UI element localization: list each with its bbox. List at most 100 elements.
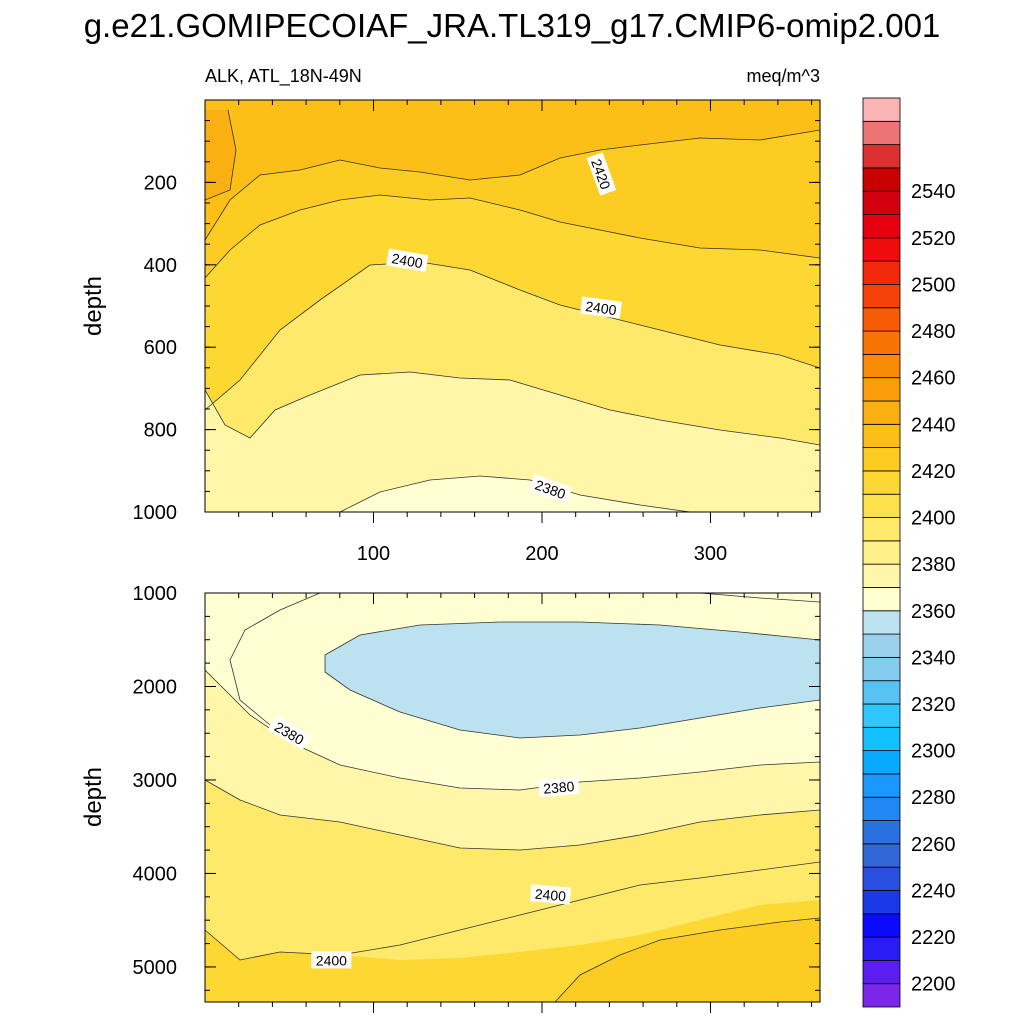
colorbar-swatch bbox=[862, 913, 901, 938]
colorbar-swatch bbox=[862, 890, 901, 915]
colorbar-swatch bbox=[862, 587, 901, 612]
upper-panel: ALK, ATL_18N-49N meq/m^3 242024002400238… bbox=[80, 66, 821, 565]
colorbar-swatch bbox=[862, 773, 901, 798]
lower-contour-2390 bbox=[205, 779, 820, 851]
lower-ylabel: depth bbox=[80, 767, 107, 827]
lower-contour-2360 bbox=[324, 621, 820, 739]
colorbar-swatch bbox=[862, 97, 901, 122]
lower-contour-2370 bbox=[229, 593, 321, 726]
contour-label-text: 2400 bbox=[390, 250, 424, 271]
colorbar-swatch bbox=[862, 284, 901, 309]
colorbar-swatch bbox=[862, 633, 901, 658]
upper-patch-2430-b bbox=[490, 118, 560, 160]
colorbar-swatch bbox=[862, 983, 901, 1008]
colorbar-swatch bbox=[862, 377, 901, 402]
x-tick-label: 200 bbox=[525, 543, 558, 565]
colorbar-swatch bbox=[862, 820, 901, 845]
colorbar-label: 2460 bbox=[911, 368, 956, 390]
colorbar-label: 2380 bbox=[911, 554, 956, 576]
colorbar-label: 2200 bbox=[911, 974, 956, 996]
colorbar-swatch bbox=[862, 843, 901, 868]
contour-label-text: 2400 bbox=[316, 952, 347, 968]
colorbar-label: 2400 bbox=[911, 508, 956, 530]
lower-contour-2400 bbox=[205, 861, 820, 961]
colorbar-swatch bbox=[862, 167, 901, 192]
colorbar-swatch bbox=[862, 307, 901, 332]
colorbar-swatch bbox=[862, 353, 901, 379]
colorbar-label: 2420 bbox=[911, 461, 956, 483]
upper-title-right: meq/m^3 bbox=[747, 66, 820, 86]
lower-contour-2390-top bbox=[699, 593, 820, 603]
y-tick-label: 3000 bbox=[133, 770, 178, 792]
colorbar-swatch bbox=[862, 680, 901, 705]
upper-band-2380 bbox=[340, 476, 690, 512]
contour-label-box bbox=[528, 474, 573, 504]
upper-contour-2390 bbox=[205, 371, 820, 446]
contour-label: 2400 bbox=[529, 884, 572, 905]
colorbar-label: 2340 bbox=[911, 647, 956, 669]
lower-plot-frame bbox=[204, 592, 821, 1003]
upper-contour-2400 bbox=[205, 261, 820, 411]
colorbar-swatch bbox=[862, 493, 901, 518]
colorbar-swatch bbox=[862, 144, 901, 169]
colorbar-swatch bbox=[862, 866, 901, 891]
colorbar-swatch bbox=[862, 260, 901, 285]
y-tick-label: 600 bbox=[144, 337, 177, 359]
upper-ylabel: depth bbox=[80, 276, 107, 336]
colorbar-label: 2500 bbox=[911, 274, 956, 296]
colorbar-label: 2280 bbox=[911, 787, 956, 809]
upper-contour-2380 bbox=[339, 475, 691, 512]
contour-label-text: 2400 bbox=[584, 298, 617, 318]
y-tick-label: 200 bbox=[144, 172, 177, 194]
x-tick-label: 100 bbox=[357, 543, 390, 565]
colorbar-label: 2360 bbox=[911, 601, 956, 623]
colorbar-swatch bbox=[862, 214, 901, 239]
colorbar-swatch bbox=[862, 470, 901, 495]
colorbar-label: 2220 bbox=[911, 927, 956, 949]
lower-contour-2380 bbox=[205, 669, 820, 791]
upper-contour-2410 bbox=[205, 194, 820, 279]
contour-label-text: 2380 bbox=[543, 778, 576, 797]
colorbar-swatch bbox=[862, 959, 901, 985]
colorbar-swatch bbox=[862, 936, 901, 961]
contour-label-box bbox=[538, 776, 580, 798]
upper-title-left: ALK, ATL_18N-49N bbox=[205, 66, 362, 87]
colorbar-swatch bbox=[862, 703, 901, 728]
colorbar-label: 2480 bbox=[911, 321, 956, 343]
colorbar-swatch bbox=[862, 447, 901, 472]
lower-band-2410-deep bbox=[555, 918, 820, 1002]
colorbar-swatch bbox=[862, 190, 901, 215]
contour-label-box bbox=[580, 296, 623, 319]
colorbar-swatch bbox=[862, 120, 901, 146]
colorbar-label: 2300 bbox=[911, 741, 956, 763]
upper-band-2390 bbox=[205, 372, 820, 512]
contour-label-text: 2400 bbox=[534, 886, 567, 905]
colorbar-swatch bbox=[862, 796, 901, 821]
contour-label: 2400 bbox=[580, 296, 623, 319]
lower-band-2360 bbox=[325, 622, 820, 738]
colorbar-swatch bbox=[862, 517, 901, 542]
colorbar-swatch bbox=[862, 656, 901, 682]
colorbar-swatch bbox=[862, 400, 901, 425]
contour-label: 2380 bbox=[538, 776, 580, 798]
upper-contour-2420 bbox=[205, 129, 820, 241]
contour-label: 2400 bbox=[386, 248, 429, 273]
colorbar-label: 2320 bbox=[911, 694, 956, 716]
colorbar-swatch bbox=[862, 540, 901, 565]
colorbar-label: 2520 bbox=[911, 228, 956, 250]
upper-contour-2430 bbox=[205, 109, 237, 201]
contour-label: 2400 bbox=[311, 951, 352, 969]
y-tick-label: 800 bbox=[144, 420, 177, 442]
y-tick-label: 400 bbox=[144, 255, 177, 277]
contour-label-box bbox=[311, 951, 352, 969]
x-tick-label: 300 bbox=[694, 543, 727, 565]
colorbar-swatch bbox=[862, 330, 901, 355]
colorbar-swatch bbox=[862, 610, 901, 635]
contour-label-box bbox=[586, 152, 617, 196]
y-tick-label: 5000 bbox=[133, 957, 178, 979]
colorbar-label: 2440 bbox=[911, 414, 956, 436]
contour-label-box bbox=[267, 715, 312, 751]
figure-title: g.e21.GOMIPECOIAF_JRA.TL319_g17.CMIP6-om… bbox=[83, 7, 941, 44]
